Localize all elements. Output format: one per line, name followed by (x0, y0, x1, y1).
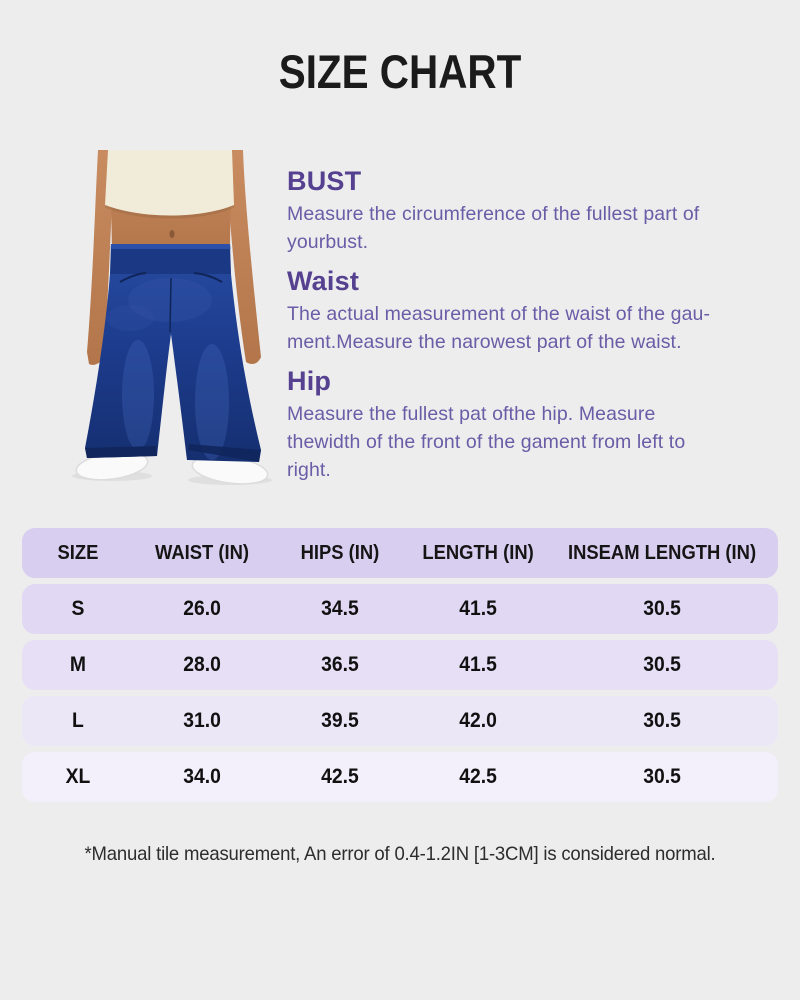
sneakers (72, 451, 272, 485)
cell-inseam: 30.5 (643, 709, 681, 732)
cell-length: 41.5 (459, 597, 497, 620)
hip-description: Measure the fullest pat ofthe hip. Measu… (287, 403, 686, 481)
col-header-hips: HIPS (IN) (300, 541, 380, 564)
table-row-m: M 28.0 36.5 41.5 30.5 (22, 640, 778, 690)
wide-leg-jeans (85, 244, 261, 462)
bust-heading: BUST (287, 166, 362, 196)
waist-heading: Waist (287, 266, 360, 296)
right-arm (225, 150, 261, 365)
cell-waist: 26.0 (183, 597, 221, 620)
model-photo-illustration (72, 150, 272, 485)
cell-inseam: 30.5 (643, 653, 681, 676)
guide-section-bust: BUST Measure the circumference of the fu… (287, 166, 765, 256)
cell-inseam: 30.5 (643, 765, 681, 788)
col-header-size: SIZE (57, 541, 99, 564)
cell-size: XL (65, 765, 91, 788)
hip-heading: Hip (287, 366, 332, 396)
page-title: SIZE CHART (278, 45, 522, 98)
waist-description: The actual measurement of the waist of t… (287, 303, 711, 353)
navel (169, 230, 175, 238)
cell-size: L (72, 709, 84, 732)
measurement-disclaimer: *Manual tile measurement, An error of 0.… (84, 843, 716, 865)
bust-description: Measure the circumference of the fullest… (287, 203, 700, 253)
guide-section-waist: Waist The actual measurement of the wais… (287, 266, 765, 356)
table-row-xl: XL 34.0 42.5 42.5 30.5 (22, 752, 778, 802)
cell-length: 42.0 (459, 709, 497, 732)
table-row-s: S 26.0 34.5 41.5 30.5 (22, 584, 778, 634)
cell-waist: 34.0 (183, 765, 221, 788)
cell-length: 41.5 (459, 653, 497, 676)
cell-hips: 42.5 (321, 765, 359, 788)
size-table: SIZE WAIST (IN) HIPS (IN) LENGTH (IN) IN… (22, 528, 778, 808)
table-row-l: L 31.0 39.5 42.0 30.5 (22, 696, 778, 746)
col-header-inseam: INSEAM LENGTH (IN) (567, 541, 756, 564)
cell-size: S (71, 597, 85, 620)
cell-size: M (69, 653, 86, 676)
cell-length: 42.5 (459, 765, 497, 788)
cell-hips: 36.5 (321, 653, 359, 676)
guide-section-hip: Hip Measure the fullest pat ofthe hip. M… (287, 366, 765, 484)
col-header-waist: WAIST (IN) (154, 541, 249, 564)
cell-inseam: 30.5 (643, 597, 681, 620)
col-header-length: LENGTH (IN) (422, 541, 534, 564)
cell-hips: 39.5 (321, 709, 359, 732)
measurement-guide: BUST Measure the circumference of the fu… (287, 166, 765, 494)
cell-waist: 31.0 (183, 709, 221, 732)
size-table-header: SIZE WAIST (IN) HIPS (IN) LENGTH (IN) IN… (22, 528, 778, 578)
cell-waist: 28.0 (183, 653, 221, 676)
cell-hips: 34.5 (321, 597, 359, 620)
model-photo (60, 150, 280, 490)
crop-top (105, 150, 234, 216)
